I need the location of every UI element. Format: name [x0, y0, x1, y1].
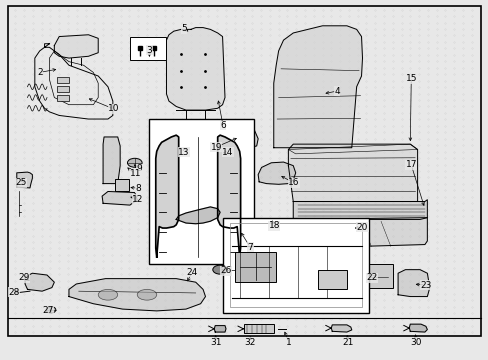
Bar — [222, 218, 368, 313]
Text: 17: 17 — [405, 161, 416, 170]
Polygon shape — [288, 144, 417, 202]
Text: 2: 2 — [37, 68, 42, 77]
Polygon shape — [225, 123, 258, 148]
Bar — [229, 223, 361, 307]
Text: 3: 3 — [146, 46, 152, 55]
Text: 19: 19 — [210, 143, 222, 152]
Polygon shape — [217, 135, 240, 257]
Text: 8: 8 — [136, 184, 141, 193]
Polygon shape — [177, 142, 189, 157]
Text: 32: 32 — [244, 338, 256, 347]
Text: 15: 15 — [405, 75, 416, 84]
Bar — [244, 324, 273, 333]
Text: 28: 28 — [8, 288, 20, 297]
Text: 22: 22 — [366, 273, 377, 282]
Bar — [317, 270, 346, 289]
Text: 4: 4 — [334, 86, 339, 95]
Polygon shape — [214, 325, 225, 332]
Polygon shape — [102, 192, 137, 205]
Text: 25: 25 — [16, 178, 27, 187]
Bar — [57, 77, 69, 83]
Bar — [57, 86, 69, 92]
Polygon shape — [25, 273, 54, 291]
Polygon shape — [273, 26, 362, 148]
Text: 29: 29 — [18, 273, 29, 282]
Text: 24: 24 — [186, 268, 197, 277]
Text: 31: 31 — [209, 338, 221, 347]
Polygon shape — [176, 207, 220, 224]
Polygon shape — [166, 28, 224, 110]
Text: 11: 11 — [129, 170, 141, 179]
Text: 5: 5 — [181, 24, 186, 33]
Text: 30: 30 — [409, 338, 421, 347]
Text: 9: 9 — [136, 164, 142, 173]
Polygon shape — [408, 324, 427, 332]
Text: 6: 6 — [220, 121, 225, 130]
Text: 10: 10 — [108, 104, 120, 113]
Text: 21: 21 — [342, 338, 353, 347]
Text: 18: 18 — [268, 221, 280, 230]
Polygon shape — [17, 172, 32, 188]
Text: 14: 14 — [222, 148, 233, 157]
Bar — [115, 179, 129, 192]
Ellipse shape — [98, 289, 118, 300]
Text: 27: 27 — [42, 306, 54, 315]
Bar — [149, 119, 254, 264]
Text: 7: 7 — [247, 243, 253, 252]
Polygon shape — [258, 162, 295, 184]
Polygon shape — [54, 35, 98, 58]
Polygon shape — [298, 218, 427, 248]
Text: 23: 23 — [419, 280, 431, 289]
Polygon shape — [156, 135, 178, 257]
Polygon shape — [293, 200, 427, 220]
Ellipse shape — [46, 307, 56, 313]
Text: 12: 12 — [132, 194, 143, 203]
Bar — [234, 252, 276, 282]
Bar — [57, 95, 69, 101]
Bar — [130, 37, 166, 60]
Polygon shape — [330, 325, 351, 332]
Polygon shape — [397, 270, 429, 297]
Ellipse shape — [137, 289, 157, 300]
Ellipse shape — [212, 265, 227, 274]
Ellipse shape — [127, 158, 142, 167]
Polygon shape — [69, 279, 205, 311]
Text: 1: 1 — [285, 338, 291, 347]
Text: 20: 20 — [356, 223, 367, 232]
Text: 26: 26 — [220, 266, 231, 275]
Text: 16: 16 — [287, 178, 299, 187]
Polygon shape — [103, 137, 120, 184]
Text: 13: 13 — [178, 148, 189, 157]
Bar — [366, 264, 392, 288]
